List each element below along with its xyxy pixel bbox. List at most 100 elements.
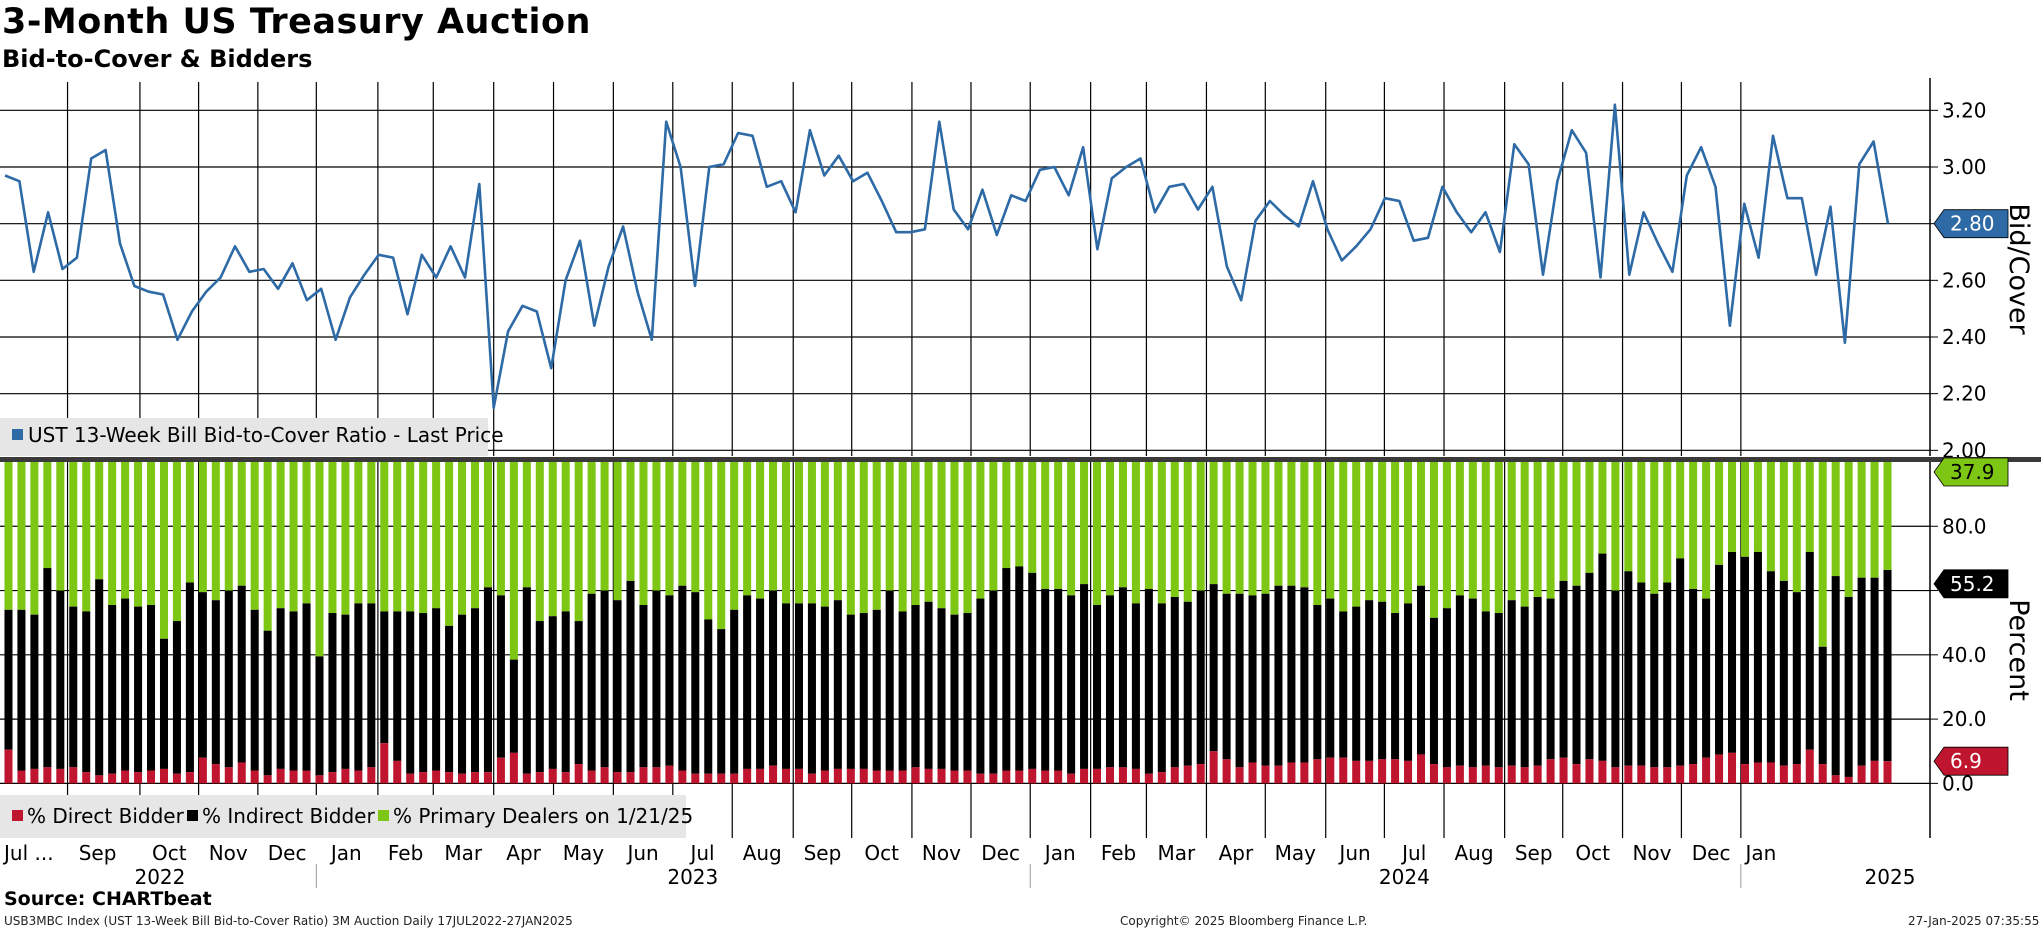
bar-indirect-bidder	[1093, 605, 1102, 769]
bar-primary-dealers	[108, 462, 117, 606]
bar-direct-bidder	[548, 768, 557, 784]
bar-direct-bidder	[1105, 767, 1115, 784]
y-axis-title-bidcover: Bid/Cover	[2003, 203, 2034, 335]
bar-indirect-bidder	[1261, 593, 1270, 766]
bar-indirect-bidder	[159, 638, 169, 769]
bar-indirect-bidder	[1028, 572, 1037, 769]
bar-indirect-bidder	[1727, 551, 1737, 753]
bar-primary-dealers	[1481, 462, 1490, 612]
bar-primary-dealers	[1831, 462, 1840, 577]
bar-primary-dealers	[1429, 462, 1438, 618]
bar-indirect-bidder	[976, 598, 985, 774]
bar-direct-bidder	[17, 770, 26, 784]
bar-direct-bidder	[341, 768, 350, 784]
bar-indirect-bidder	[600, 590, 609, 768]
bar-primary-dealers	[1300, 462, 1309, 588]
x-month-label: Nov	[1632, 841, 1671, 865]
bar-direct-bidder	[1313, 759, 1322, 784]
footer-index-info: USB3MBC Index (UST 13-Week Bill Bid-to-C…	[4, 914, 573, 928]
bar-indirect-bidder	[289, 611, 298, 771]
bar-primary-dealers	[626, 462, 635, 581]
bar-indirect-bidder	[1067, 595, 1076, 774]
bar-indirect-bidder	[898, 611, 907, 771]
bar-direct-bidder	[1624, 765, 1633, 784]
bar-direct-bidder	[1378, 759, 1387, 784]
bar-indirect-bidder	[82, 611, 91, 773]
bar-direct-bidder	[665, 765, 674, 784]
bar-primary-dealers	[756, 462, 765, 599]
callout-direct-bidder-box	[1933, 746, 2009, 776]
bar-indirect-bidder	[315, 656, 324, 776]
bar-primary-dealers	[1766, 462, 1775, 572]
bar-indirect-bidder	[950, 614, 959, 771]
bar-indirect-bidder	[561, 611, 570, 773]
bar-direct-bidder	[1209, 751, 1218, 784]
panel-separator	[0, 457, 2041, 462]
bar-indirect-bidder	[134, 606, 143, 773]
bar-primary-dealers	[69, 462, 78, 607]
bar-primary-dealers	[367, 462, 376, 604]
bar-primary-dealers	[445, 462, 454, 626]
bar-indirect-bidder	[172, 621, 181, 774]
bar-direct-bidder	[1183, 765, 1192, 784]
bar-direct-bidder	[989, 773, 998, 784]
bar-primary-dealers	[1416, 462, 1426, 586]
bar-direct-bidder	[1831, 775, 1840, 784]
bar-direct-bidder	[561, 772, 570, 784]
bar-primary-dealers	[1391, 462, 1400, 614]
x-year-label: 2024	[1379, 865, 1430, 889]
bar-primary-dealers	[82, 462, 91, 612]
bar-primary-dealers	[600, 462, 609, 591]
bar-direct-bidder	[1676, 765, 1685, 784]
bar-direct-bidder	[1740, 764, 1749, 784]
bar-direct-bidder	[211, 764, 220, 784]
bar-indirect-bidder	[1144, 588, 1153, 774]
bar-primary-dealers	[1313, 462, 1322, 606]
bar-direct-bidder	[406, 773, 415, 784]
x-month-label: May	[563, 841, 605, 865]
x-month-label: Aug	[743, 841, 782, 865]
bar-indirect-bidder	[354, 603, 363, 771]
bar-indirect-bidder	[1702, 598, 1711, 758]
bar-primary-dealers	[198, 462, 207, 593]
bar-primary-dealers	[1093, 462, 1102, 606]
bar-direct-bidder	[1118, 767, 1127, 784]
bar-primary-dealers	[1559, 462, 1568, 581]
bar-indirect-bidder	[963, 613, 972, 771]
bar-primary-dealers	[1157, 462, 1166, 604]
bar-direct-bidder	[911, 767, 920, 784]
x-month-label: Nov	[922, 841, 961, 865]
bar-direct-bidder	[859, 768, 868, 784]
bar-indirect-bidder	[1131, 603, 1140, 769]
bar-primary-dealers	[1792, 462, 1801, 593]
bar-indirect-bidder	[587, 593, 596, 771]
source-label: Source: CHARTbeat	[4, 888, 212, 910]
bar-direct-bidder	[496, 757, 505, 784]
bar-indirect-bidder	[769, 590, 778, 766]
bar-primary-dealers	[794, 462, 803, 604]
bar-primary-dealers	[134, 462, 143, 607]
bar-indirect-bidder	[1805, 551, 1814, 750]
bar-primary-dealers	[1287, 462, 1296, 586]
bar-primary-dealers	[937, 462, 946, 609]
bar-indirect-bidder	[639, 605, 648, 768]
y-tick-label-percent: 20.0	[1942, 707, 1987, 731]
bar-indirect-bidder	[198, 592, 207, 758]
bar-direct-bidder	[678, 770, 687, 784]
bar-primary-dealers	[548, 462, 557, 617]
bar-direct-bidder	[1857, 765, 1866, 784]
bar-indirect-bidder	[406, 611, 415, 774]
bar-direct-bidder	[1468, 767, 1477, 784]
bar-direct-bidder	[743, 768, 752, 784]
bar-primary-dealers	[730, 462, 739, 610]
bar-indirect-bidder	[1546, 598, 1555, 760]
y-tick-label-bidcover: 3.00	[1942, 155, 1987, 179]
bar-primary-dealers	[1818, 462, 1827, 647]
bar-direct-bidder	[198, 757, 207, 784]
x-month-label: Sep	[1515, 841, 1553, 865]
bar-primary-dealers	[885, 462, 894, 591]
bar-direct-bidder	[950, 770, 959, 784]
bar-primary-dealers	[159, 462, 169, 639]
bar-indirect-bidder	[185, 582, 194, 773]
bar-primary-dealers	[1028, 462, 1037, 573]
